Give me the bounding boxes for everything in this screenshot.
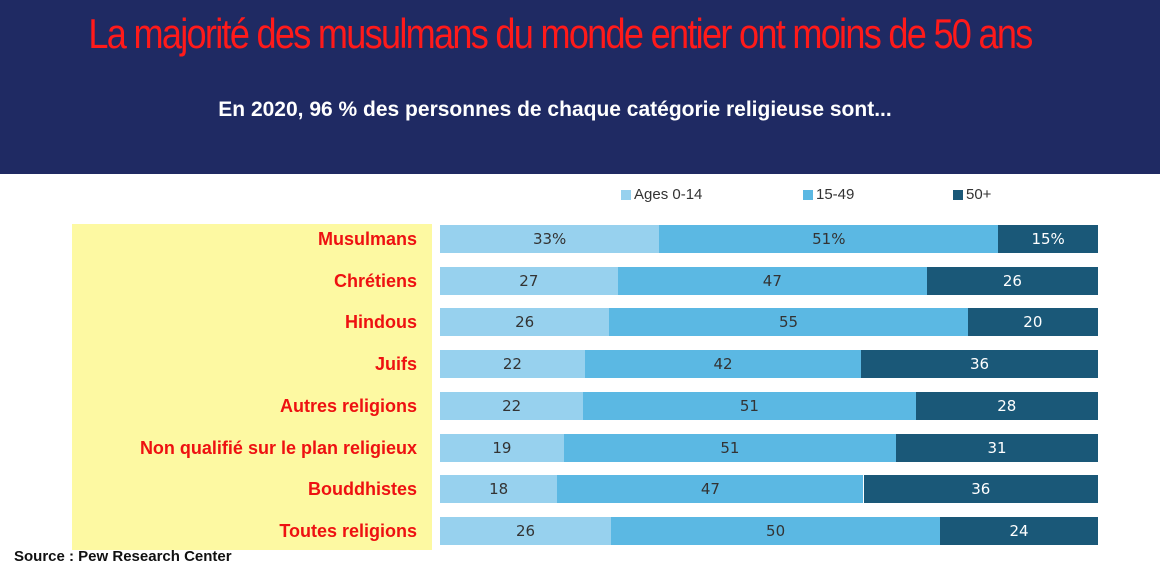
data-label: 42	[713, 355, 733, 373]
data-label: 47	[700, 480, 720, 498]
data-label: 51	[739, 397, 759, 415]
bar-segment	[609, 308, 968, 336]
bar-segment	[915, 392, 1098, 420]
header-banner: La majorité des musulmans du monde entie…	[0, 0, 1160, 174]
bar-segment	[440, 434, 564, 462]
legend-item: 50+	[953, 186, 991, 203]
legend-swatch	[953, 189, 963, 200]
data-label: 51	[720, 439, 740, 457]
data-label: 28	[997, 397, 1017, 415]
data-label: 50	[766, 522, 786, 540]
legend-label: 50+	[966, 186, 992, 203]
bar-segment	[440, 475, 558, 503]
bar-segment	[861, 350, 1098, 378]
data-label: 47	[762, 272, 782, 290]
data-label: 27	[519, 272, 539, 290]
legend-item: 15-49	[803, 186, 854, 203]
legend-swatch	[621, 189, 631, 200]
category-label: Autres religions	[279, 396, 417, 416]
bar-segment	[440, 308, 610, 336]
bar-segment	[617, 267, 927, 295]
legend-item: Ages 0-14	[621, 186, 702, 203]
data-label: 36	[969, 355, 990, 373]
bar-segment	[440, 350, 585, 378]
bar-segment	[998, 225, 1098, 253]
data-label: 33%	[532, 230, 567, 248]
bar-segment	[659, 225, 999, 253]
data-label: 26	[516, 522, 536, 540]
category-label-panel	[72, 224, 432, 550]
data-label: 51%	[812, 230, 846, 248]
bar-segment	[563, 434, 897, 462]
category-label: Musulmans	[317, 229, 417, 249]
category-label: Bouddhistes	[307, 479, 417, 499]
category-label: Chrétiens	[333, 271, 417, 291]
data-label: 36	[971, 480, 991, 498]
source-note: Source : Pew Research Center	[14, 548, 232, 565]
chart-subtitle: En 2020, 96 % des personnes de chaque ca…	[218, 98, 892, 121]
data-label: 19	[492, 439, 512, 457]
bar-segment	[440, 267, 618, 295]
data-label: 22	[502, 397, 522, 415]
bar-segment	[967, 308, 1098, 336]
bar-segment	[440, 225, 660, 253]
category-label: Non qualifié sur le plan religieux	[139, 438, 417, 458]
data-label: 15%	[1031, 230, 1065, 248]
data-label: 20	[1023, 313, 1043, 331]
bar-segment	[584, 350, 862, 378]
legend-label: 15-49	[816, 186, 855, 203]
category-label: Toutes religions	[279, 521, 417, 541]
bar-segment	[440, 517, 612, 545]
data-label: 55	[778, 313, 799, 331]
legend-label: Ages 0-14	[634, 186, 703, 203]
category-label: Juifs	[374, 354, 417, 374]
bar-segment	[611, 517, 941, 545]
data-label: 24	[1009, 522, 1029, 540]
bar-segment	[926, 267, 1098, 295]
chart-title: La majorité des musulmans du monde entie…	[88, 10, 1033, 57]
legend-swatch	[803, 189, 813, 200]
bar-segment	[896, 434, 1098, 462]
bar-segment	[583, 392, 916, 420]
category-label: Hindous	[345, 312, 417, 332]
data-label: 31	[987, 439, 1007, 457]
bar-segment	[557, 475, 864, 503]
bar-segment	[940, 517, 1098, 545]
data-label: 18	[489, 480, 509, 498]
data-label: 26	[1002, 272, 1022, 290]
bar-segment	[440, 392, 584, 420]
bar-segment	[863, 475, 1098, 503]
data-label: 22	[502, 355, 522, 373]
data-label: 26	[515, 313, 535, 331]
